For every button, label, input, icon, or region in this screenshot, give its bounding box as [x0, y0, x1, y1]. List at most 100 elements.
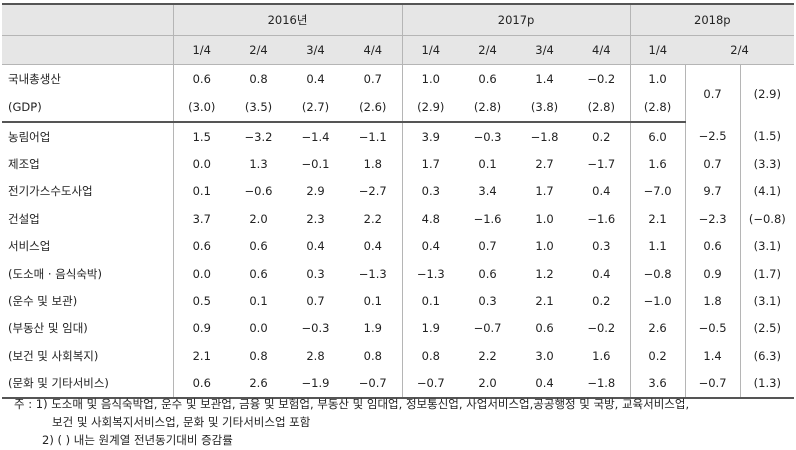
table-cell: 1.0 — [535, 211, 554, 226]
table-cell: 2.1 — [630, 205, 686, 233]
table-cell: −0.2 — [573, 314, 631, 343]
table-cell: (3.0) — [173, 93, 230, 123]
table-row: 전기가스수도사업 0.1 −0.6 2.9 −2.7 0.3 3.4 1.7 0.4 −7.0 9.… — [2, 177, 794, 206]
table-cell: 0.9 — [192, 321, 211, 336]
table-cell: 1.5 — [192, 129, 211, 144]
quarter-header: 1/4 — [173, 35, 230, 65]
table-cell: 3.4 — [478, 184, 497, 199]
table-cell: −2.5 — [685, 122, 741, 151]
table-cell: 2.6 — [630, 314, 686, 343]
table-cell: 6.0 — [630, 122, 686, 151]
table-row: (도소매 · 음식숙박) 0.0 0.6 0.3 −1.3 −1.3 0.6 1.2 0.4 −0… — [2, 259, 794, 288]
quarter-header: 2/4 — [230, 35, 287, 65]
table-cell: −0.3 — [301, 321, 330, 336]
table-cell: 0.2 — [630, 342, 686, 370]
table-cell: (3.3) — [753, 157, 781, 172]
table-cell: (3.1) — [753, 294, 781, 309]
table-row: 제조업 0.0 1.3 −0.1 1.8 1.7 0.1 2.7 −1.7 1.6 0.7 (3.3) — [2, 150, 794, 178]
table-cell: −0.7 — [402, 369, 460, 399]
table-cell: −1.6 — [573, 205, 631, 233]
table-cell: 1.9 — [421, 321, 440, 336]
footnote-1: 주 : 1) 도소매 및 음식숙박업, 운수 및 보관업, 금융 및 보험업, … — [14, 397, 690, 411]
table-cell: (3.1) — [753, 239, 781, 254]
table-cell: 0.1 — [192, 184, 211, 199]
table-row: 건설업 3.7 2.0 2.3 2.2 4.8 −1.6 1.0 −1.6 2.1 −2.3 (−0.… — [2, 205, 794, 233]
table-cell: (−0.8) — [748, 211, 786, 226]
row-label: 농림어업 — [2, 122, 174, 151]
table-cell: 0.6 — [535, 321, 554, 336]
table-cell: −1.3 — [344, 259, 403, 288]
table-cell: (2.9) — [402, 93, 460, 123]
table-cell: 1.6 — [573, 342, 631, 370]
table-cell: −2.3 — [685, 205, 741, 233]
table-cell: 0.7 — [306, 294, 325, 309]
table-row: (문화 및 기타서비스) 0.6 2.6 −1.9 −0.7 −0.7 2.0 0.4 −1.8… — [2, 369, 795, 399]
table-cell: −1.3 — [416, 266, 445, 281]
table-cell: 0.9 — [685, 259, 741, 288]
table-cell: 0.6 — [685, 232, 741, 260]
table-cell: 1.9 — [344, 314, 403, 343]
table-cell: 0.4 — [306, 239, 325, 254]
table-cell: −0.8 — [630, 259, 686, 288]
quarter-header: 1/4 — [630, 35, 686, 65]
table-cell: 2.6 — [230, 369, 287, 399]
table-cell: (2.8) — [573, 93, 631, 123]
table-cell: −0.6 — [244, 184, 273, 199]
table-cell: (3.8) — [516, 93, 574, 123]
table-cell: (3.5) — [230, 93, 287, 123]
table-cell: 1.7 — [535, 184, 554, 199]
row-label: 서비스업 — [2, 232, 174, 260]
table-cell: 0.2 — [573, 287, 631, 315]
header-corner — [2, 3, 174, 36]
table-cell: 3.0 — [535, 348, 554, 363]
header-year-row: 2016년 2017p 2018p — [2, 3, 795, 36]
quarter-header: 3/4 — [287, 35, 344, 65]
table-cell: 4.8 — [421, 211, 440, 226]
table-cell: 0.7 — [344, 64, 403, 93]
table-cell: 0.1 — [249, 294, 268, 309]
quarter-header: 4/4 — [573, 35, 631, 65]
gdp-growth-table: 2016년 2017p 2018p 1/4 2/4 3/4 4/4 1/4 2/… — [2, 3, 795, 399]
table-cell: 1.0 — [630, 64, 686, 93]
table-cell: 1.4 — [535, 72, 554, 86]
table-cell: 0.2 — [573, 122, 631, 151]
table-row-gdp-yoy: (GDP) (3.0) (3.5) (2.7) (2.6) (2.9) (2.8… — [2, 93, 794, 123]
table-cell: −1.8 — [573, 369, 631, 399]
table-cell: −0.1 — [301, 157, 330, 172]
header-quarter-row: 1/4 2/4 3/4 4/4 1/4 2/4 3/4 4/4 1/4 2/4 — [2, 35, 795, 65]
table-cell: 2.1 — [192, 348, 211, 363]
header-corner-2 — [2, 35, 174, 65]
row-label: 전기가스수도사업 — [2, 177, 174, 206]
table-cell: 0.4 — [516, 369, 574, 399]
table-row: (운수 및 보관) 0.5 0.1 0.7 0.1 0.1 0.3 2.1 0.2 −1.0 1.8… — [2, 287, 794, 315]
table-cell: 2.1 — [535, 294, 554, 309]
footnote-2: 2) ( ) 내는 원계열 전년동기대비 증감률 — [42, 433, 233, 447]
table-cell: 0.7 — [685, 150, 741, 178]
table-cell: −1.4 — [301, 129, 330, 144]
table-cell: 0.8 — [421, 348, 440, 363]
year-2018-header: 2018p — [630, 3, 795, 36]
quarter-header: 1/4 — [402, 35, 460, 65]
table-row: 서비스업 0.6 0.6 0.4 0.4 0.4 0.7 1.0 0.3 1.1 0.6 (3.1) — [2, 232, 794, 260]
table-cell: 1.8 — [685, 287, 741, 315]
footnote-1-cont: 보건 및 사회복지서비스업, 문화 및 기타서비스업 포함 — [52, 415, 311, 429]
table-cell: −3.2 — [244, 129, 273, 144]
table-cell: 0.4 — [344, 232, 403, 260]
table-cell: −7.0 — [630, 177, 686, 206]
table-cell: 1.0 — [535, 239, 554, 254]
table-cell: 0.1 — [478, 157, 497, 172]
table-cell: 0.0 — [249, 321, 268, 336]
table-cell: (2.9) — [753, 86, 781, 101]
table-cell: 0.6 — [249, 239, 268, 254]
table-cell: (2.7) — [287, 93, 344, 123]
table-cell: 0.1 — [421, 294, 440, 309]
table-cell: −0.3 — [473, 129, 502, 144]
table-cell: 9.7 — [685, 177, 741, 206]
table-cell: 0.4 — [421, 239, 440, 254]
table-cell: 1.0 — [421, 72, 440, 86]
table-cell: (2.5) — [753, 321, 781, 336]
table-row: (보건 및 사회복지) 2.1 0.8 2.8 0.8 0.8 2.2 3.0 1.6 0.2 1.… — [2, 342, 794, 370]
table-cell: 0.8 — [249, 348, 268, 363]
table-cell: 0.6 — [173, 369, 230, 399]
row-label: (운수 및 보관) — [2, 287, 174, 315]
